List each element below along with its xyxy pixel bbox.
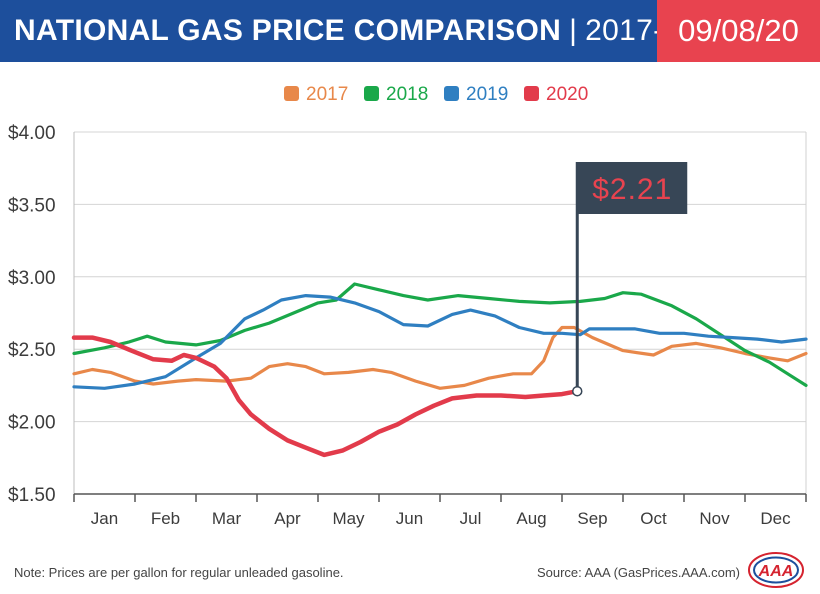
legend-swatch <box>524 86 539 101</box>
aaa-logo: AAA <box>748 552 804 588</box>
legend-label: 2020 <box>546 84 588 105</box>
title-main: NATIONAL GAS PRICE COMPARISON <box>14 14 562 47</box>
page-title: NATIONAL GAS PRICE COMPARISON | 2017-202… <box>0 0 731 62</box>
flag-marker <box>572 385 583 397</box>
legend-swatch <box>284 86 299 101</box>
legend-label: 2019 <box>466 84 508 105</box>
legend-label: 2018 <box>386 84 428 105</box>
x-tick-label: Oct <box>640 509 667 528</box>
x-tick-label: Dec <box>760 509 791 528</box>
title-separator: | <box>569 14 578 47</box>
flag-box <box>577 162 688 214</box>
header-banner: NATIONAL GAS PRICE COMPARISON | 2017-202… <box>0 0 820 62</box>
x-tick-label: Mar <box>212 509 242 528</box>
series-line-2018 <box>72 282 808 387</box>
legend-label: 2017 <box>306 84 348 105</box>
series-line-2017 <box>72 325 808 390</box>
series-line-2019 <box>72 294 808 390</box>
legend-swatch <box>444 86 459 101</box>
date-badge: 09/08/20 <box>657 0 820 62</box>
series-line-2020 <box>71 335 580 458</box>
y-tick-label: $2.50 <box>8 340 56 361</box>
flag-price-label: $2.21 <box>592 173 672 206</box>
footer-source: Source: AAA (GasPrices.AAA.com) <box>536 565 740 580</box>
x-tick-label: May <box>332 509 365 528</box>
date-label: 09/08/20 <box>678 13 799 48</box>
y-tick-label: $1.50 <box>8 485 56 506</box>
x-tick-label: Feb <box>151 509 180 528</box>
gas-price-line-chart: $1.50 $2.00 $2.50 $3.00 $3.50 $4.00 Jan Feb Mar A… <box>8 84 808 528</box>
x-tick-label: Nov <box>699 509 730 528</box>
x-tick-label: Jan <box>91 509 118 528</box>
x-tick-label: Jul <box>460 509 482 528</box>
x-tick-label: Sep <box>577 509 607 528</box>
x-tick-label: Apr <box>274 509 301 528</box>
y-tick-label: $4.00 <box>8 123 56 144</box>
svg-text:AAA: AAA <box>758 563 794 580</box>
chart-container: $1.50 $2.00 $2.50 $3.00 $3.50 $4.00 Jan Feb Mar A… <box>0 62 820 542</box>
y-tick-label: $3.50 <box>8 195 56 216</box>
x-tick-label: Aug <box>516 509 546 528</box>
y-tick-label: $2.00 <box>8 413 56 434</box>
y-tick-label: $3.00 <box>8 268 56 289</box>
footer-note: Note: Prices are per gallon for regular … <box>14 565 344 580</box>
legend-swatch <box>364 86 379 101</box>
x-tick-label: Jun <box>396 509 423 528</box>
